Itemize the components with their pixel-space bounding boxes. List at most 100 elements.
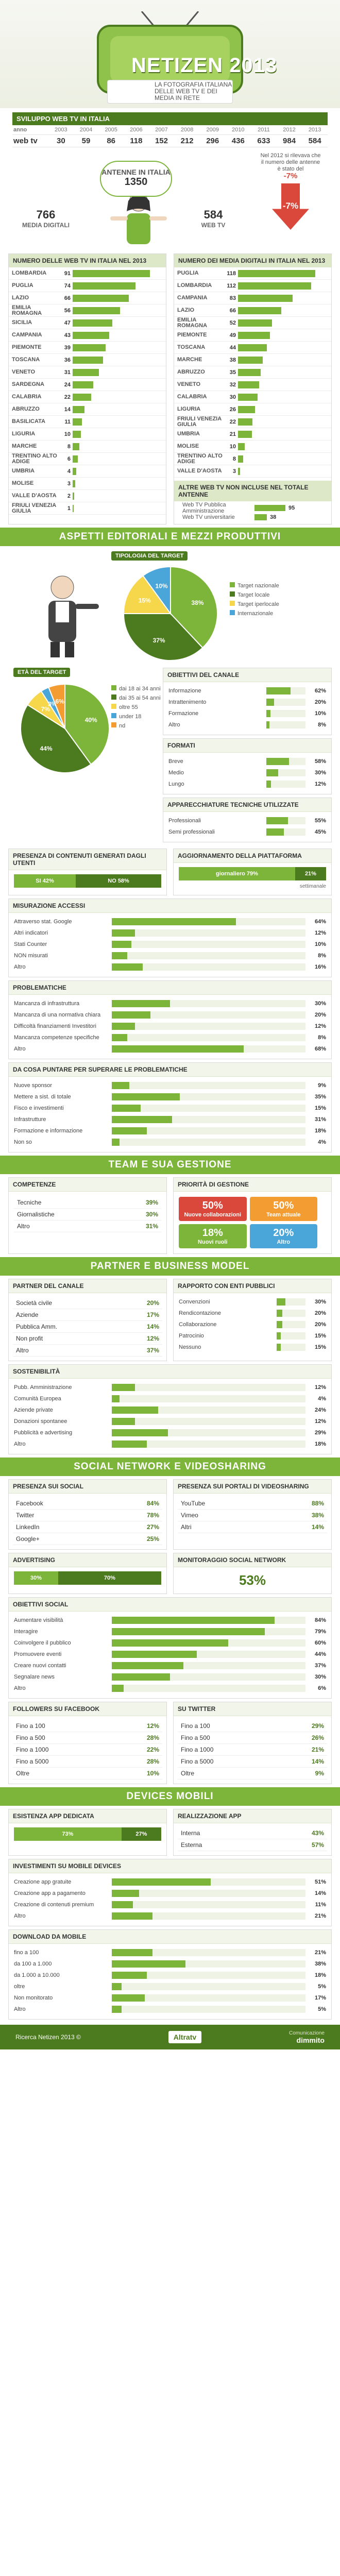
region-row: LAZIO 66 xyxy=(9,292,166,304)
region-row: BASILICATA 11 xyxy=(9,416,166,428)
portali-item: Vimeo 38% xyxy=(178,1510,327,1521)
bar-value: 18% xyxy=(314,1972,326,1978)
social-row: PRESENZA SUI SOCIAL Facebook 84% Twitter 78… xyxy=(8,1479,332,1550)
pie-slice xyxy=(142,566,171,616)
bar-row: Donazioni spontanee 12% xyxy=(14,1416,326,1427)
bar-value: 21% xyxy=(314,1950,326,1956)
bar-row: Altro 68% xyxy=(14,1043,326,1055)
investimenti-panel: INVESTIMENTI SU MOBILE DEVICES Creazione… xyxy=(8,1859,332,1926)
bar-row: Altro 8% xyxy=(168,719,326,731)
bar-row: Interagire 79% xyxy=(14,1626,326,1637)
bar-track xyxy=(112,1673,305,1681)
region-name: TOSCANA xyxy=(177,344,206,350)
page-subtitle: La fotografia italiana delle Web TV e de… xyxy=(155,81,232,101)
altre-pa-value: 95 xyxy=(288,505,295,511)
count-label: web tv xyxy=(12,134,48,147)
aggiornamento-panel: AGGIORNAMENTO DELLA PIATTAFORMA giornali… xyxy=(173,849,332,895)
bar-label: Mettere a sist. di totale xyxy=(14,1094,71,1100)
bar-track xyxy=(112,1960,305,1968)
social-item: LinkedIn 27% xyxy=(13,1521,162,1533)
presenza-no-value: 58% xyxy=(117,878,129,884)
decrease-indicator: Nel 2012 si rilevava che il numero delle… xyxy=(260,152,321,250)
bar-fill xyxy=(112,1662,184,1669)
bar-row: Rendicontazione 20% xyxy=(179,1308,326,1319)
aggiornamento-a-segment: giornaliero 79% xyxy=(179,867,295,880)
bar-row: Segnalare news 30% xyxy=(14,1671,326,1683)
pie-slice xyxy=(48,683,65,729)
decrease-note-value: -7% xyxy=(283,172,298,180)
priorita-value: 50% xyxy=(202,1200,223,1211)
region-row: EMILIA ROMAGNA 56 xyxy=(9,304,166,317)
bar-label: Intrattenimento xyxy=(168,699,207,705)
bar-value: 18% xyxy=(314,1441,326,1447)
partner-row: PARTNER DEL CANALE Società civile 20% Azie… xyxy=(8,1279,332,1361)
region-bar xyxy=(73,492,74,500)
region-name: TRENTINO ALTO ADIGE xyxy=(177,452,223,465)
bar-value: 11% xyxy=(315,1902,326,1908)
legend-entry: dai 35 ai 54 anni xyxy=(111,694,163,702)
social-value: 78% xyxy=(146,1512,159,1519)
region-name: FRIULI VENEZIA GIULIA xyxy=(177,415,222,428)
bar-fill xyxy=(112,1034,128,1041)
growth-value-cell: 152 xyxy=(148,134,175,147)
bar-value: 55% xyxy=(314,818,326,824)
bar-track xyxy=(112,1878,305,1886)
bar-label: Patrocinio xyxy=(179,1333,204,1339)
presenza-no-label: NO xyxy=(108,878,116,884)
bar-fill xyxy=(266,817,288,824)
region-bar xyxy=(238,307,281,314)
bar-fill xyxy=(112,1901,133,1908)
followers-tw-value: 14% xyxy=(311,1758,324,1765)
legend-label: Target iperlocale xyxy=(237,601,279,607)
pie-slice xyxy=(64,683,110,765)
bar-row: Intrattenimento 20% xyxy=(168,697,326,708)
bar-label: Lungo xyxy=(168,781,184,787)
bar-value: 16% xyxy=(314,964,326,970)
region-value: 10 xyxy=(64,431,71,437)
partner-value: 20% xyxy=(146,1299,159,1307)
bar-label: Difficoltà finanziamenti Investitori xyxy=(14,1023,96,1029)
bar-value: 4% xyxy=(318,1396,326,1402)
bar-fill xyxy=(112,1617,275,1624)
section-editoriali: ASPETTI EDITORIALI E MEZZI PRODUTTIVI xyxy=(0,528,340,546)
region-name: EMILIA ROMAGNA xyxy=(177,316,208,329)
growth-value-cell: 984 xyxy=(276,134,302,147)
partner-label: Aziende xyxy=(16,1311,39,1318)
region-bar xyxy=(238,294,293,302)
region-name: EMILIA ROMAGNA xyxy=(12,304,42,316)
regions-webtv-rows: LOMBARDIA 91 PUGLIA 74 LAZIO 66 EMILIA ROMAGNA… xyxy=(9,267,166,515)
bar-fill xyxy=(266,699,275,706)
bar-fill xyxy=(112,1983,122,1990)
region-value: 8 xyxy=(232,455,236,462)
tipologia-block: TIPOLOGIA DEL TARGET 38% 37% 15% 10% Target… xyxy=(8,546,332,665)
bar-value: 62% xyxy=(314,688,326,694)
region-row: FRIULI VENEZIA GIULIA 1 xyxy=(9,502,166,515)
altre-row-pa: Web TV Pubblica Amministrazione 95 xyxy=(182,502,323,514)
region-bar xyxy=(73,480,75,487)
app-no-value: 27% xyxy=(135,1831,147,1837)
bar-label: Coinvolgere il pubblico xyxy=(14,1640,71,1646)
region-value: 2 xyxy=(67,493,71,499)
region-row: MOLISE 3 xyxy=(9,478,166,490)
section-team: TEAM E SUA GESTIONE xyxy=(0,1156,340,1174)
legend-entry: Target locale xyxy=(230,591,322,599)
presenza-no-segment: NO 58% xyxy=(76,874,161,888)
social-label: Facebook xyxy=(16,1500,43,1507)
bar-track xyxy=(112,1662,305,1669)
bar-track xyxy=(112,929,305,937)
partner-item: Aziende 17% xyxy=(13,1309,162,1321)
legend-entry: oltre 55 xyxy=(111,704,163,711)
region-bar xyxy=(73,430,81,438)
legend-swatch xyxy=(111,722,116,727)
region-name: UMBRIA xyxy=(12,468,35,474)
region-name: MOLISE xyxy=(12,480,34,486)
bar-track xyxy=(112,1429,305,1436)
pie-slice-label: 6% xyxy=(55,698,64,705)
growth-year-cell: 2004 xyxy=(73,125,99,135)
region-row: PIEMONTE 39 xyxy=(9,342,166,354)
followers-fb-value: 12% xyxy=(146,1722,159,1730)
bar-label: Non monitorato xyxy=(14,1995,53,2001)
competenze-panel: COMPETENZE Tecniche 39% Giornalistiche 30% A… xyxy=(8,1177,167,1254)
bar-track xyxy=(266,721,305,728)
bar-row: Altri indicatori 12% xyxy=(14,927,326,939)
